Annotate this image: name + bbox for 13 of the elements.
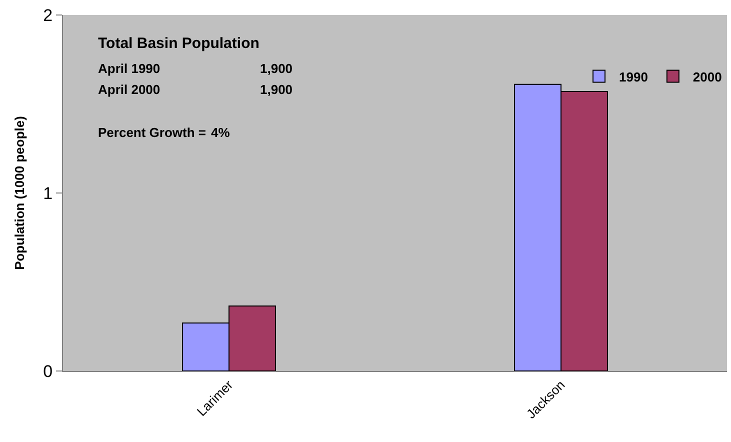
legend-label: 1990 <box>619 69 648 84</box>
legend-label: 2000 <box>692 69 722 84</box>
y-tick-label: 2 <box>43 6 53 25</box>
y-tick-label: 1 <box>43 184 53 203</box>
annotation: April 1990 <box>98 61 160 76</box>
y-tick-label: 0 <box>43 362 53 381</box>
annotation: Percent Growth = <box>98 125 206 140</box>
annotation: 4% <box>211 125 230 140</box>
annotation: Total Basin Population <box>98 35 260 52</box>
annotation: 1,900 <box>260 61 293 76</box>
annotation: April 2000 <box>98 82 160 97</box>
annotation: 1,900 <box>260 82 293 97</box>
y-axis-title: Population (1000 people) <box>12 116 28 270</box>
